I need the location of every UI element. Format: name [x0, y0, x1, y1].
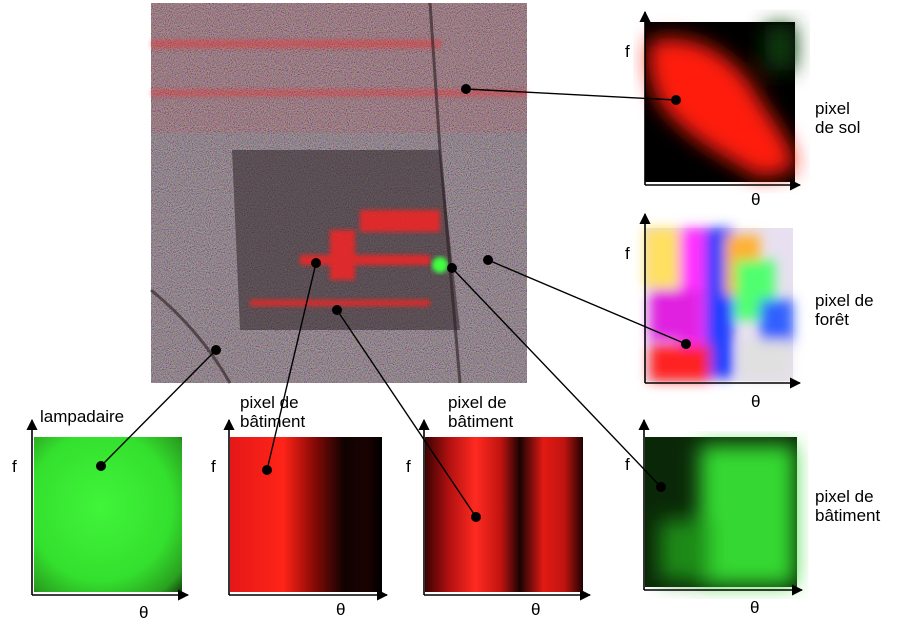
- axis-x-label: θ: [751, 190, 761, 209]
- panel-sol: [645, 22, 795, 182]
- panel-batiment-1: [230, 437, 382, 592]
- label-foret: pixel de forêt: [815, 291, 874, 329]
- connectors: [100, 88, 687, 518]
- axis-y-label: f: [211, 457, 216, 476]
- axis-x-label: θ: [531, 600, 541, 619]
- axis-x-label: θ: [336, 600, 346, 619]
- connector-dots: [96, 84, 691, 522]
- label-batiment-3: pixel de bâtiment: [815, 487, 881, 525]
- axis-y-label: f: [12, 457, 17, 476]
- axis-y-label: f: [625, 244, 630, 263]
- axis-x-label: θ: [751, 392, 761, 411]
- panel-batiment-3: [645, 437, 797, 587]
- label-sol: pixel de sol: [815, 99, 861, 137]
- axis-y-label: f: [625, 42, 630, 61]
- panel-lampadaire: [34, 437, 182, 592]
- label-lampadaire: lampadaire: [40, 407, 125, 426]
- panel-batiment-2: [425, 437, 583, 592]
- label-batiment-2: pixel de bâtiment: [448, 393, 514, 431]
- label-batiment-1: pixel de bâtiment: [240, 393, 306, 431]
- axis-y-label: f: [625, 455, 630, 474]
- axis-y-label: f: [406, 457, 411, 476]
- axis-x-label: θ: [750, 598, 760, 617]
- sar-image: [150, 2, 527, 384]
- axis-x-label: θ: [139, 603, 149, 622]
- panel-foret: [645, 228, 793, 381]
